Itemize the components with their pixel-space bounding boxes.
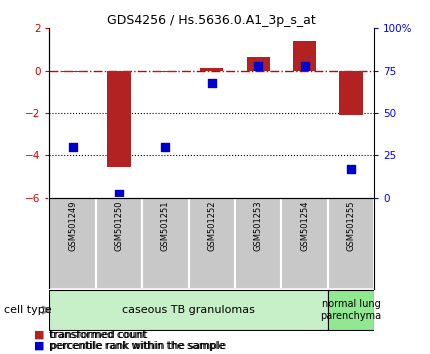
Text: normal lung
parenchyma: normal lung parenchyma [320,299,381,321]
Bar [339,71,362,115]
Text: GSM501254: GSM501254 [300,200,309,251]
Text: percentile rank within the sample: percentile rank within the sample [49,341,225,351]
Point [255,63,261,68]
Bar [235,198,281,289]
Bar [328,290,374,330]
Title: GDS4256 / Hs.5636.0.A1_3p_s_at: GDS4256 / Hs.5636.0.A1_3p_s_at [108,14,316,27]
Bar [200,68,223,71]
Bar [281,198,328,289]
Bar [189,198,235,289]
Text: GSM501251: GSM501251 [161,200,170,251]
Bar [142,198,189,289]
Point [209,80,215,85]
Point [347,166,354,172]
Text: caseous TB granulomas: caseous TB granulomas [122,305,255,315]
Text: GSM501249: GSM501249 [68,200,77,251]
Text: transformed count: transformed count [49,330,147,339]
Text: ■  percentile rank within the sample: ■ percentile rank within the sample [34,341,227,351]
Bar [49,290,328,330]
Text: cell type: cell type [4,305,52,315]
Text: GSM501252: GSM501252 [207,200,216,251]
Bar [154,71,177,72]
Point [69,144,76,150]
Bar [108,71,131,167]
Bar [246,57,270,71]
Bar [61,71,84,72]
Point [162,144,169,150]
Bar [328,198,374,289]
Text: ■: ■ [34,330,45,339]
Point [116,192,123,197]
Text: GSM501250: GSM501250 [114,200,123,251]
Bar [49,198,96,289]
Text: ■: ■ [34,341,45,351]
Text: GSM501253: GSM501253 [254,200,263,251]
Text: ■  transformed count: ■ transformed count [34,330,148,339]
Text: GSM501255: GSM501255 [347,200,356,251]
Point [301,63,308,68]
Bar [293,41,316,71]
Bar [96,198,142,289]
